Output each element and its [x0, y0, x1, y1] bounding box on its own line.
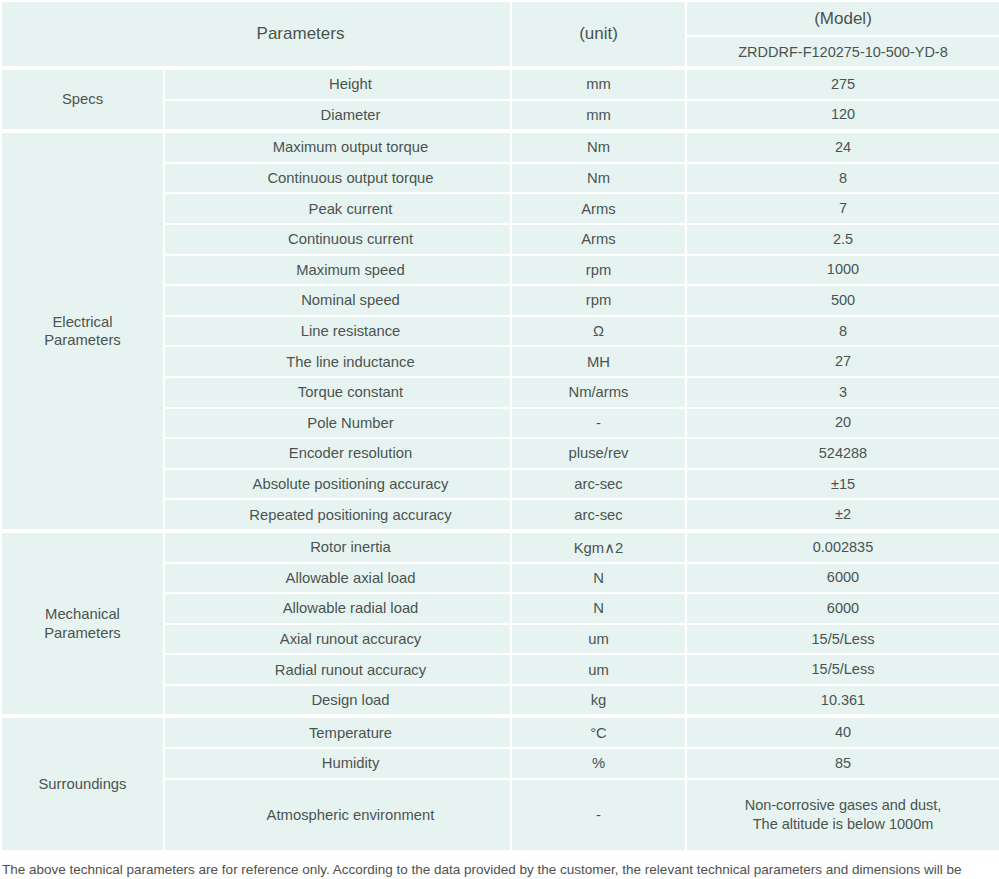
- param-name: Nominal speed: [164, 285, 511, 316]
- param-value: 10.361: [686, 685, 999, 717]
- param-value: 27: [686, 346, 999, 377]
- param-name: Atmospheric environment: [164, 779, 511, 851]
- param-name: Continuous current: [164, 224, 511, 255]
- param-name: Line resistance: [164, 316, 511, 347]
- param-name: Maximum output torque: [164, 131, 511, 163]
- param-unit: mm: [511, 68, 686, 100]
- param-value: 6000: [686, 563, 999, 594]
- param-value: 500: [686, 285, 999, 316]
- table-row: Electrical Parameters Maximum output tor…: [1, 131, 999, 163]
- param-value: 2.5: [686, 224, 999, 255]
- param-value: ±2: [686, 499, 999, 531]
- param-unit: um: [511, 624, 686, 655]
- section-label-specs: Specs: [1, 68, 164, 131]
- param-value: Non-corrosive gases and dust, The altitu…: [686, 779, 999, 851]
- param-value: 7: [686, 193, 999, 224]
- section-label-mechanical: Mechanical Parameters: [1, 531, 164, 717]
- param-unit: -: [511, 779, 686, 851]
- param-unit: Arms: [511, 224, 686, 255]
- param-name: Continuous output torque: [164, 163, 511, 194]
- param-value: 275: [686, 68, 999, 100]
- param-value: 8: [686, 163, 999, 194]
- param-value: 0.002835: [686, 531, 999, 563]
- footnote: The above technical parameters are for r…: [0, 852, 999, 879]
- param-unit: %: [511, 748, 686, 779]
- param-unit: mm: [511, 100, 686, 132]
- param-value: 20: [686, 408, 999, 439]
- param-name: Design load: [164, 685, 511, 717]
- param-value: 6000: [686, 593, 999, 624]
- param-unit: °C: [511, 716, 686, 748]
- param-value: 120: [686, 100, 999, 132]
- param-value: 524288: [686, 438, 999, 469]
- table-header: Parameters (unit) (Model) ZRDDRF-F120275…: [1, 1, 999, 68]
- param-name: Temperature: [164, 716, 511, 748]
- param-unit: Ω: [511, 316, 686, 347]
- param-name: Allowable radial load: [164, 593, 511, 624]
- section-label-electrical: Electrical Parameters: [1, 131, 164, 531]
- param-unit: arc-sec: [511, 469, 686, 500]
- param-name: Encoder resolution: [164, 438, 511, 469]
- param-name: Repeated positioning accuracy: [164, 499, 511, 531]
- param-unit: rpm: [511, 255, 686, 286]
- param-name: Maximum speed: [164, 255, 511, 286]
- param-unit: N: [511, 563, 686, 594]
- param-name: Pole Number: [164, 408, 511, 439]
- table-row: Mechanical Parameters Rotor inertia Kgm∧…: [1, 531, 999, 563]
- param-name: Absolute positioning accuracy: [164, 469, 511, 500]
- section-label-surroundings: Surroundings: [1, 716, 164, 850]
- param-value: 24: [686, 131, 999, 163]
- param-value: 8: [686, 316, 999, 347]
- header-model-value: ZRDDRF-F120275-10-500-YD-8: [686, 36, 999, 68]
- param-name: Radial runout accuracy: [164, 654, 511, 685]
- param-name: Humidity: [164, 748, 511, 779]
- param-unit: Nm: [511, 131, 686, 163]
- param-name: Rotor inertia: [164, 531, 511, 563]
- table-row: Specs Height mm 275: [1, 68, 999, 100]
- param-unit: kg: [511, 685, 686, 717]
- param-value: 15/5/Less: [686, 624, 999, 655]
- param-name: Axial runout accuracy: [164, 624, 511, 655]
- param-unit: Nm/arms: [511, 377, 686, 408]
- param-name: Height: [164, 68, 511, 100]
- param-value: 3: [686, 377, 999, 408]
- param-unit: MH: [511, 346, 686, 377]
- param-name: The line inductance: [164, 346, 511, 377]
- header-unit: (unit): [511, 1, 686, 68]
- param-value: 40: [686, 716, 999, 748]
- header-model: (Model): [686, 1, 999, 36]
- param-name: Allowable axial load: [164, 563, 511, 594]
- param-unit: Kgm∧2: [511, 531, 686, 563]
- param-unit: Nm: [511, 163, 686, 194]
- param-unit: arc-sec: [511, 499, 686, 531]
- param-unit: pluse/rev: [511, 438, 686, 469]
- param-name: Diameter: [164, 100, 511, 132]
- param-unit: Arms: [511, 193, 686, 224]
- header-parameters: Parameters: [1, 1, 511, 68]
- param-unit: rpm: [511, 285, 686, 316]
- param-name: Torque constant: [164, 377, 511, 408]
- param-unit: um: [511, 654, 686, 685]
- param-unit: -: [511, 408, 686, 439]
- table-row: Surroundings Temperature °C 40: [1, 716, 999, 748]
- param-name: Peak current: [164, 193, 511, 224]
- param-value: 85: [686, 748, 999, 779]
- param-value: ±15: [686, 469, 999, 500]
- header-row-top: Parameters (unit) (Model): [1, 1, 999, 36]
- spec-table: Parameters (unit) (Model) ZRDDRF-F120275…: [0, 0, 999, 852]
- param-value: 15/5/Less: [686, 654, 999, 685]
- param-unit: N: [511, 593, 686, 624]
- param-value: 1000: [686, 255, 999, 286]
